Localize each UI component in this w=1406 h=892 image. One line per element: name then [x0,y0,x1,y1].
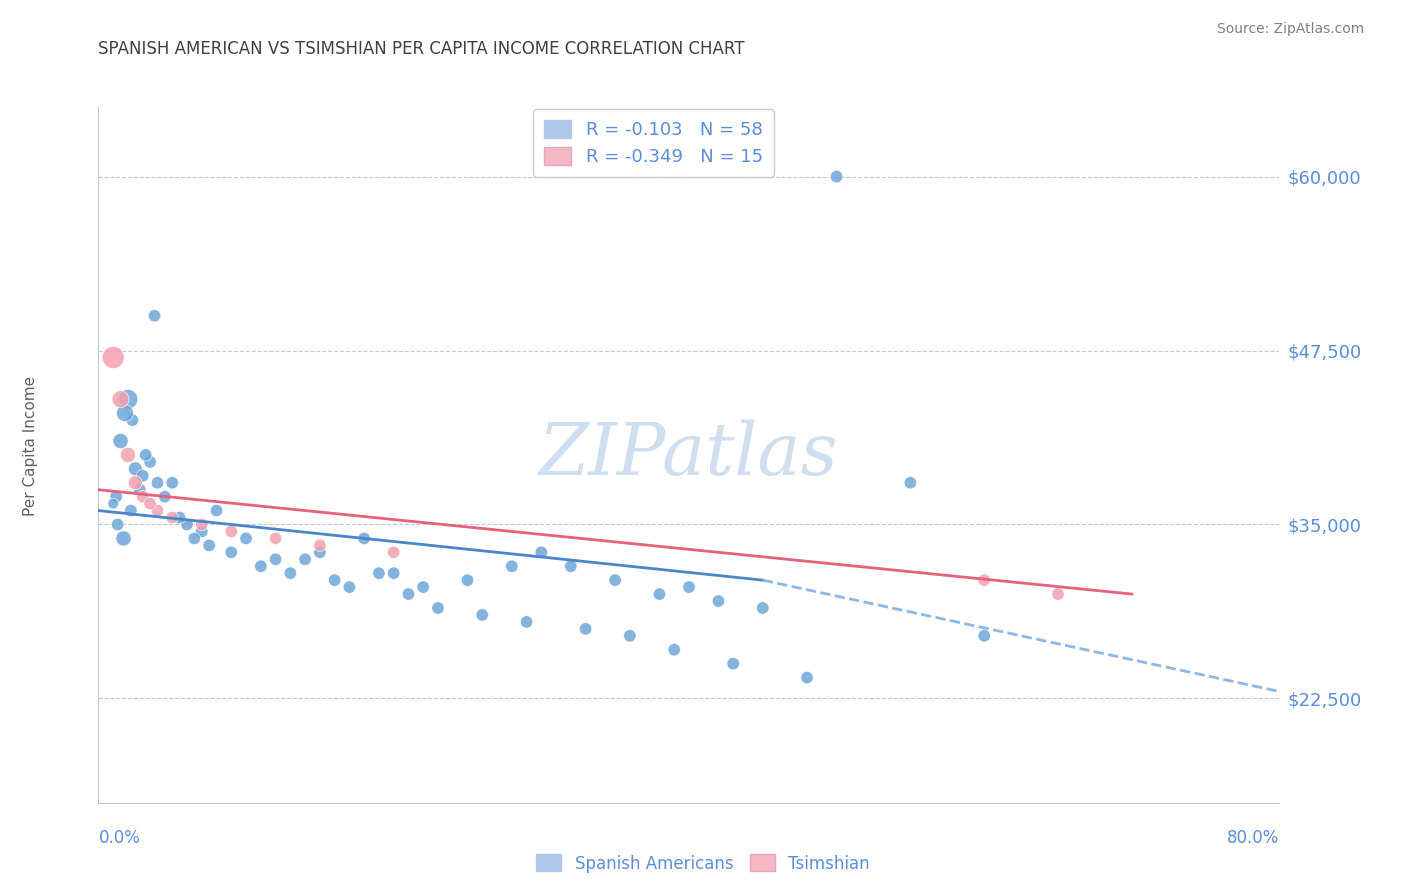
Point [751,601,773,615]
Legend: R = -0.103   N = 58, R = -0.349   N = 15: R = -0.103 N = 58, R = -0.349 N = 15 [533,109,773,177]
Point [112,532,135,546]
Text: Source: ZipAtlas.com: Source: ZipAtlas.com [1216,22,1364,37]
Text: 80.0%: 80.0% [1227,829,1279,847]
Point [219,524,243,539]
Point [707,594,730,608]
Point [900,475,922,490]
Point [110,392,132,407]
Point [146,475,169,490]
Point [264,552,287,566]
Point [235,532,257,546]
Text: 0.0%: 0.0% [98,829,141,847]
Point [396,587,419,601]
Point [146,503,169,517]
Point [1046,587,1069,601]
Point [198,538,221,552]
Point [309,538,332,552]
Point [191,517,214,532]
Point [191,524,214,539]
Point [456,573,478,587]
Point [124,475,146,490]
Point [205,503,228,517]
Point [105,490,128,504]
Point [110,434,132,448]
Point [117,392,139,407]
Legend: Spanish Americans, Tsimshian: Spanish Americans, Tsimshian [530,847,876,880]
Text: SPANISH AMERICAN VS TSIMSHIAN PER CAPITA INCOME CORRELATION CHART: SPANISH AMERICAN VS TSIMSHIAN PER CAPITA… [98,40,745,58]
Point [162,475,183,490]
Point [412,580,434,594]
Point [309,545,332,559]
Point [723,657,745,671]
Point [530,545,553,559]
Point [678,580,700,594]
Point [120,503,142,517]
Point [353,532,375,546]
Point [176,517,198,532]
Point [103,497,125,511]
Point [337,580,360,594]
Point [516,615,538,629]
Point [471,607,494,622]
Point [139,497,162,511]
Point [560,559,582,574]
Point [973,629,995,643]
Point [117,448,139,462]
Point [153,490,176,504]
Point [132,468,155,483]
Point [973,573,995,587]
Point [664,642,686,657]
Point [382,566,405,581]
Point [501,559,523,574]
Point [427,601,450,615]
Point [139,455,162,469]
Point [121,413,143,427]
Text: ZIPatlas: ZIPatlas [538,419,839,491]
Point [264,532,287,546]
Point [143,309,166,323]
Point [103,351,125,365]
Point [219,545,243,559]
Point [124,462,146,476]
Point [605,573,627,587]
Point [382,545,405,559]
Text: Per Capita Income: Per Capita Income [24,376,38,516]
Point [796,671,818,685]
Point [162,510,183,524]
Point [648,587,671,601]
Point [278,566,302,581]
Point [132,490,155,504]
Point [183,532,205,546]
Point [135,448,157,462]
Point [574,622,596,636]
Point [368,566,391,581]
Point [128,483,150,497]
Point [169,510,191,524]
Point [323,573,346,587]
Point [114,406,136,420]
Point [250,559,273,574]
Point [294,552,316,566]
Point [107,517,129,532]
Point [825,169,848,184]
Point [619,629,641,643]
